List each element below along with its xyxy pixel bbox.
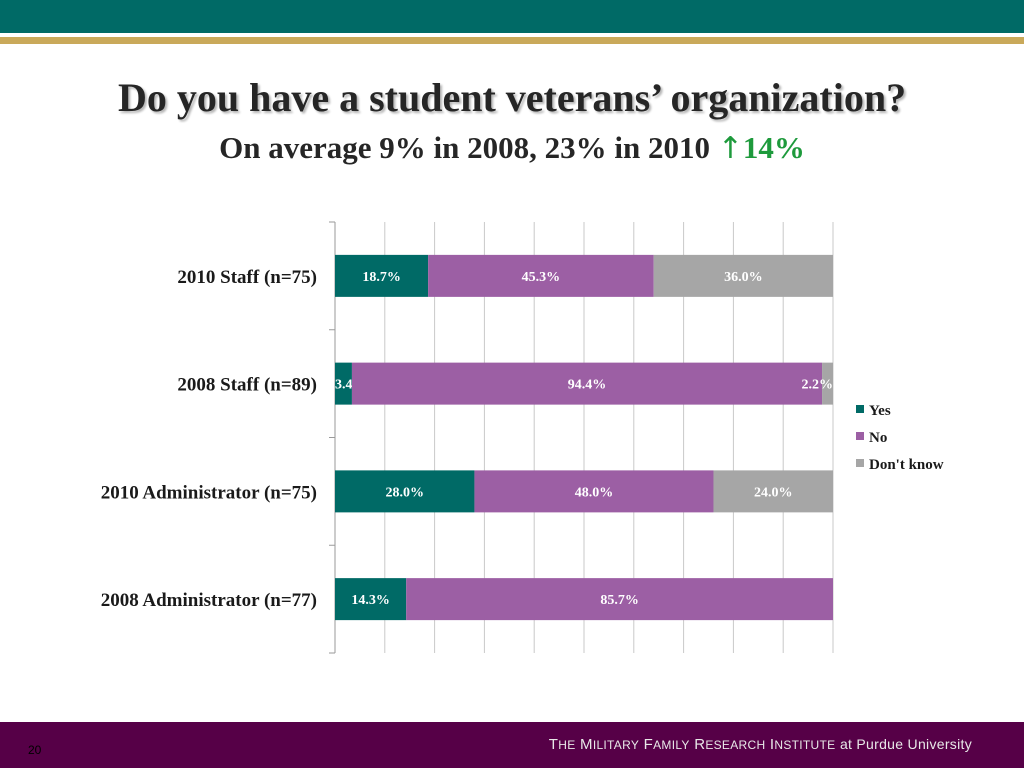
footer-word: at Purdue University: [839, 736, 972, 752]
data-label: 2.2%: [802, 378, 834, 393]
bar-segment: [335, 578, 407, 621]
category-label: 2008 Staff (n=89): [177, 375, 317, 396]
legend-label: No: [869, 430, 887, 446]
bar-segment: [406, 578, 833, 621]
data-label: 18.7%: [362, 270, 401, 285]
footer-word: AMILY: [653, 738, 690, 752]
legend-label: Don't know: [869, 457, 944, 473]
bar-segment: [713, 470, 833, 513]
bar-segment: [474, 470, 714, 513]
up-arrow-icon: ↑: [717, 131, 743, 166]
category-label: 2010 Staff (n=75): [177, 267, 317, 288]
data-label: 28.0%: [385, 485, 424, 500]
bar-segment: [335, 470, 475, 513]
bar-segment: [428, 254, 654, 297]
footer-word: F: [643, 736, 654, 753]
stacked-bar-chart: 2010 Staff (n=75) 18.7% 45.3% 36.0% 2008 Sta…: [101, 221, 944, 654]
page-number: 20: [28, 743, 42, 757]
bar-segment: [822, 362, 833, 405]
bar-segment: [335, 254, 429, 297]
data-label: 48.0%: [575, 485, 614, 500]
data-label: 36.0%: [724, 270, 763, 285]
footer-word: M: [580, 736, 593, 753]
data-label: 14.3%: [351, 593, 390, 608]
footer-word: I: [769, 736, 775, 753]
slide-subtitle: On average 9% in 2008, 23% in 2010 ↑14%: [0, 130, 1024, 166]
footer-band: [0, 722, 1024, 768]
legend-swatch: [856, 432, 864, 440]
header-gold-stripe: [0, 37, 1024, 44]
footer-word: ILITARY: [592, 738, 640, 752]
bar-segment: [653, 254, 833, 297]
header-band: [0, 0, 1024, 33]
data-label: 94.4%: [568, 378, 607, 393]
footer-word: HE: [558, 738, 576, 752]
data-label: 45.3%: [522, 270, 561, 285]
footer-word: R: [694, 736, 706, 753]
bar-segment: [351, 362, 823, 405]
bar-segment: [335, 362, 352, 405]
subtitle-text: On average 9% in 2008, 23% in 2010: [219, 130, 710, 165]
footer-word: NSTITUTE: [774, 738, 836, 752]
header-divider: [0, 33, 1024, 37]
data-label: 24.0%: [754, 485, 793, 500]
legend-label: Yes: [869, 403, 891, 419]
footer-word: T: [548, 736, 559, 753]
category-label: 2008 Administrator (n=77): [101, 590, 317, 611]
legend-swatch: [856, 405, 864, 413]
slide-title: Do you have a student veterans’ organiza…: [117, 75, 907, 120]
category-label: 2010 Administrator (n=75): [101, 482, 317, 503]
footer-institute-name: THE MILITARY FAMILY RESEARCH INSTITUTE a…: [549, 736, 972, 753]
legend-swatch: [856, 459, 864, 467]
data-label: 85.7%: [600, 593, 639, 608]
footer-word: ESEARCH: [705, 738, 766, 752]
subtitle-delta: 14%: [742, 130, 805, 165]
